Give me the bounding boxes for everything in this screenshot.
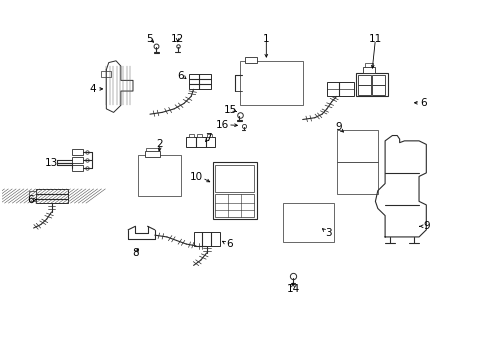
Text: 5: 5 — [146, 34, 153, 44]
Bar — [215, 194, 254, 217]
Text: 6: 6 — [226, 239, 233, 249]
Bar — [358, 179, 373, 192]
Bar — [336, 162, 377, 194]
Bar — [102, 72, 111, 77]
Bar — [193, 232, 220, 246]
Bar — [282, 77, 298, 89]
Bar — [206, 134, 211, 137]
Bar — [263, 64, 279, 75]
Bar — [263, 77, 279, 89]
Bar — [161, 170, 177, 181]
Bar — [72, 165, 83, 171]
Bar — [215, 165, 254, 192]
Bar — [340, 133, 355, 145]
Bar — [140, 157, 179, 194]
Bar — [282, 64, 298, 75]
Bar — [358, 147, 373, 159]
Bar — [243, 77, 260, 89]
Bar — [161, 183, 177, 193]
Bar — [358, 133, 373, 145]
Bar — [142, 183, 158, 193]
Text: 8: 8 — [132, 248, 139, 258]
Text: 6: 6 — [420, 98, 427, 108]
Bar — [338, 164, 375, 193]
Bar — [197, 134, 202, 137]
Text: 1: 1 — [263, 35, 269, 44]
Text: 16: 16 — [216, 120, 229, 130]
Bar — [358, 75, 370, 85]
Text: 9: 9 — [422, 221, 429, 231]
Bar — [29, 191, 36, 201]
Bar — [242, 63, 300, 103]
Bar — [363, 67, 375, 73]
Text: 6: 6 — [27, 194, 34, 204]
Bar — [340, 165, 355, 177]
Text: 11: 11 — [368, 35, 381, 44]
Bar — [36, 189, 67, 203]
Bar — [358, 165, 373, 177]
Bar — [188, 134, 193, 137]
Bar — [186, 137, 215, 147]
Text: 4: 4 — [89, 84, 95, 94]
Text: 3: 3 — [325, 228, 331, 238]
Bar — [283, 203, 333, 242]
Bar — [371, 75, 384, 85]
Bar — [338, 132, 375, 161]
Bar — [142, 170, 158, 181]
Bar — [336, 130, 377, 162]
Bar — [286, 218, 306, 228]
Bar — [286, 206, 306, 216]
Bar — [286, 230, 306, 239]
Bar — [145, 151, 159, 157]
Text: 12: 12 — [171, 34, 184, 44]
Text: 14: 14 — [286, 284, 299, 293]
Bar — [72, 149, 83, 156]
Bar — [239, 61, 302, 105]
Bar — [138, 155, 181, 196]
Bar — [340, 147, 355, 159]
Text: 7: 7 — [204, 133, 211, 143]
Bar — [309, 218, 329, 228]
Bar — [243, 91, 260, 103]
Bar — [282, 91, 298, 103]
Bar — [161, 158, 177, 168]
Bar — [213, 162, 256, 219]
Bar — [309, 206, 329, 216]
Bar — [244, 57, 256, 63]
Bar — [263, 91, 279, 103]
Bar — [72, 157, 83, 163]
Bar — [355, 73, 386, 96]
Text: 10: 10 — [189, 172, 202, 182]
Bar — [326, 82, 353, 96]
Text: 15: 15 — [223, 104, 236, 114]
Text: 13: 13 — [45, 158, 58, 168]
Bar — [146, 148, 158, 151]
Bar — [188, 74, 210, 89]
Text: 6: 6 — [177, 71, 183, 81]
Bar — [285, 205, 331, 240]
Bar — [243, 64, 260, 75]
Bar — [142, 158, 158, 168]
Text: 9: 9 — [335, 122, 342, 132]
Bar — [340, 179, 355, 192]
Bar — [309, 230, 329, 239]
Text: 2: 2 — [156, 139, 163, 149]
Bar — [371, 85, 384, 95]
Bar — [358, 85, 370, 95]
Bar — [364, 63, 373, 67]
